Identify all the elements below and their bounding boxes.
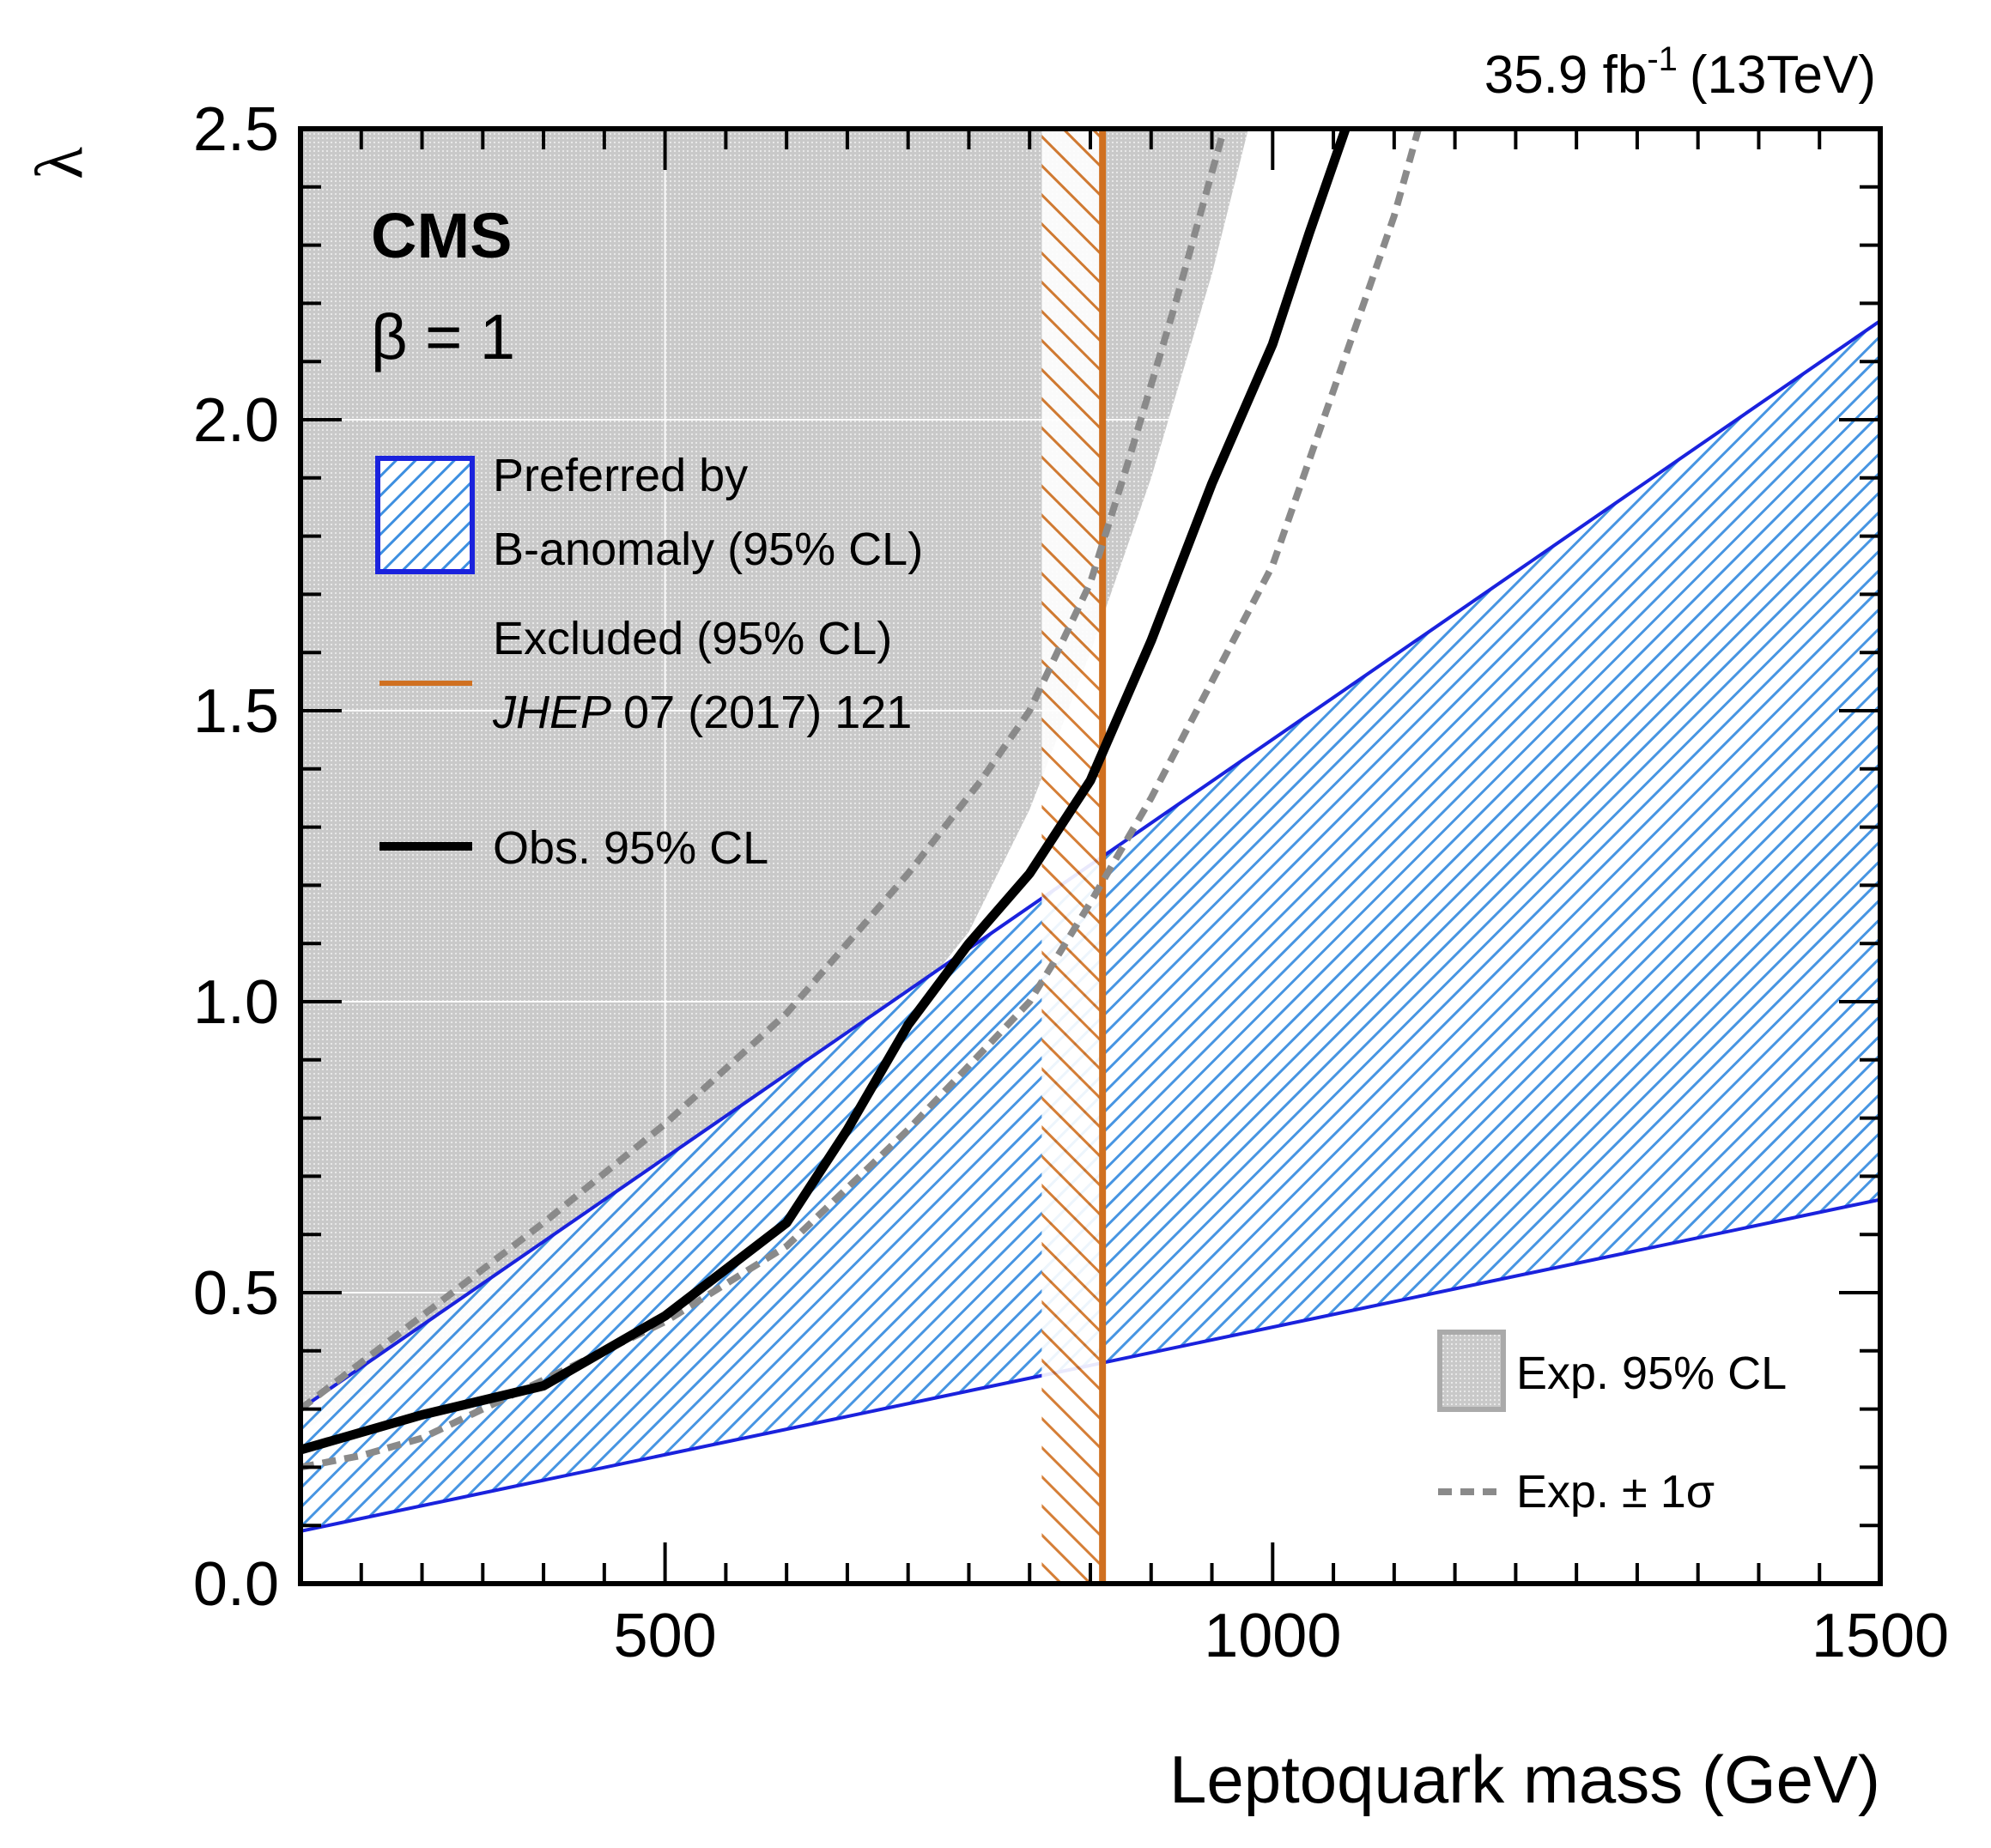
legend-entry-observed: Obs. 95% CL: [379, 822, 768, 874]
experiment-label: CMS: [371, 200, 512, 271]
legend-entry-excluded: Excluded (95% CL) JHEP 07 (2017) 121: [379, 613, 912, 738]
legend-label-b-anomaly-2: B-anomaly (95% CL): [493, 524, 923, 575]
y-tick-label: 0.5: [193, 1259, 279, 1328]
expected-excluded-region: [300, 129, 1248, 1433]
legend-label-excluded-1: Excluded (95% CL): [493, 613, 892, 664]
legend-label-expected: Exp. 95% CL: [1516, 1348, 1787, 1399]
y-tick-label: 1.5: [193, 677, 279, 746]
y-tick-label: 0.0: [193, 1550, 279, 1619]
expected-excluded-area: [300, 129, 1248, 1433]
legend: Preferred by B-anomaly (95% CL) Excluded…: [375, 450, 1787, 1518]
x-tick-label: 500: [614, 1602, 717, 1670]
legend-swatch-expected: [1437, 1330, 1506, 1412]
y-tick-label: 1.0: [193, 968, 279, 1037]
legend-label-b-anomaly-1: Preferred by: [493, 450, 748, 501]
limit-curves: [300, 129, 1423, 1471]
legend-entry-expected: Exp. 95% CL: [1437, 1330, 1787, 1412]
x-tick-label: 1000: [1204, 1602, 1341, 1670]
legend-label-observed: Obs. 95% CL: [493, 822, 768, 874]
excluded-region: [1041, 129, 1107, 1584]
beta-label: β = 1: [371, 301, 515, 373]
y-tick-label: 2.5: [193, 95, 279, 164]
legend-entry-expected-pm: Exp. ± 1σ: [1438, 1466, 1715, 1518]
axis-tick-labels: 500 1000 1500 0.0 0.5 1.0 1.5 2.0 2.5: [193, 95, 1949, 1670]
x-tick-label: 1500: [1812, 1602, 1949, 1670]
expected-plus-1sigma-line: [300, 129, 1228, 1412]
legend-swatch-b-anomaly: [375, 456, 475, 574]
y-axis-label: λ: [21, 147, 96, 179]
expected-minus-1sigma-line: [300, 129, 1423, 1471]
legend-label-expected-pm: Exp. ± 1σ: [1516, 1466, 1715, 1518]
y-tick-label: 2.0: [193, 386, 279, 455]
excluded-hatch: [1041, 129, 1103, 1584]
legend-label-excluded-2: JHEP 07 (2017) 121: [492, 687, 912, 738]
luminosity-label: 35.9 fb-1 (13TeV): [1484, 40, 1876, 105]
legend-entry-b-anomaly: Preferred by B-anomaly (95% CL): [375, 450, 923, 575]
observed-limit-line: [300, 129, 1351, 1455]
axis-ticks: [300, 129, 1880, 1584]
x-axis-label: Leptoquark mass (GeV): [1169, 1742, 1880, 1817]
